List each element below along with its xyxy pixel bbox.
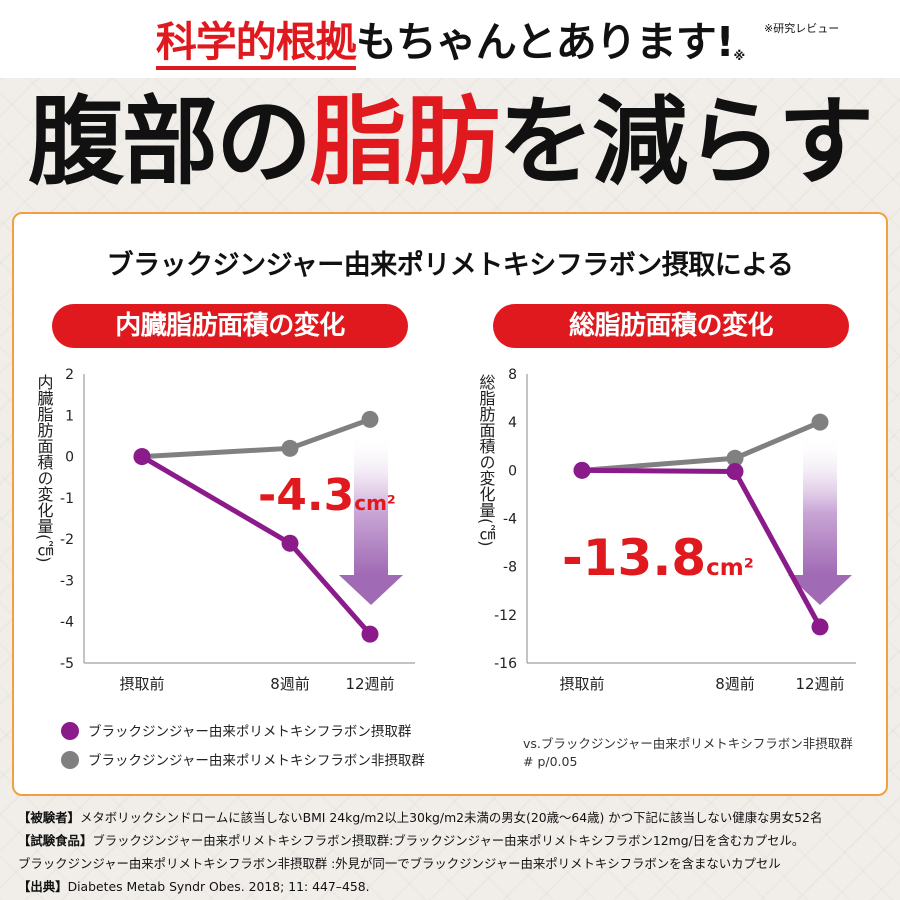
x-tick-label: 8週前 — [715, 675, 755, 693]
title-part1: 腹部の — [27, 85, 312, 198]
footer-source-tag: 【出典】 — [18, 879, 68, 894]
y-tick-label: -16 — [494, 656, 517, 672]
data-point-non-intake — [726, 449, 744, 467]
footer-notes: 【被験者】メタボリックシンドロームに該当しないBMI 24kg/m2以上30kg… — [18, 806, 888, 898]
down-arrow-shaft — [803, 435, 837, 575]
y-tick-label: -12 — [494, 608, 517, 624]
data-point-non-intake — [281, 439, 299, 457]
x-tick-label: 8週前 — [270, 675, 310, 693]
title-part2: 脂肪 — [309, 85, 500, 198]
data-point-intake — [361, 625, 379, 643]
y-tick-label: 0 — [508, 463, 517, 479]
plot-area — [527, 374, 856, 663]
headline: 科学的根拠もちゃんとあります!※ — [0, 8, 900, 70]
data-point-intake — [811, 618, 829, 636]
y-tick-label: -2 — [60, 532, 74, 548]
chart-title-visceral: 内臓脂肪面積の変化 — [52, 304, 408, 348]
y-axis-label: 内臓脂肪面積の変化量(㎠) — [35, 374, 54, 562]
title-part3: を減らす — [497, 85, 874, 198]
data-point-intake — [726, 463, 744, 481]
y-tick-label: 2 — [65, 367, 74, 383]
footer-source: 【出典】Diabetes Metab Syndr Obes. 2018; 11:… — [18, 875, 888, 898]
down-arrow-shaft — [354, 435, 388, 575]
footer-subjects-text: メタボリックシンドロームに該当しないBMI 24kg/m2以上30kg/m2未満… — [79, 810, 823, 825]
footer-food-text: ブラックジンジャー由来ポリメトキシフラボン摂取群:ブラックジンジャー由来ポリメト… — [92, 833, 805, 848]
y-tick-label: 0 — [65, 450, 74, 466]
y-axis-label: 総脂肪面積の変化量(㎠) — [477, 374, 496, 546]
y-tick-label: 8 — [508, 367, 517, 383]
top-banner — [0, 0, 900, 78]
legend-marker-non-intake — [61, 751, 79, 769]
headline-mark: ※ — [733, 49, 746, 63]
x-tick-label: 摂取前 — [559, 675, 604, 693]
y-tick-label: -8 — [503, 560, 517, 576]
y-tick-label: -4 — [60, 615, 74, 631]
footer-source-text: Diabetes Metab Syndr Obes. 2018; 11: 447… — [67, 879, 370, 894]
down-arrow-head — [339, 575, 403, 605]
footer-placebo: ブラックジンジャー由来ポリメトキシフラボン非摂取群 :外見が同一でブラックジンジ… — [18, 856, 781, 871]
main-title: 腹部の脂肪を減らす — [0, 82, 900, 202]
legend-label-intake: ブラックジンジャー由来ポリメトキシフラボン摂取群 — [88, 723, 412, 740]
significance-note: vs.ブラックジンジャー由来ポリメトキシフラボン非摂取群 — [523, 736, 853, 751]
footer-food: 【試験食品】ブラックジンジャー由来ポリメトキシフラボン摂取群:ブラックジンジャー… — [18, 829, 888, 852]
footer-subjects: 【被験者】メタボリックシンドロームに該当しないBMI 24kg/m2以上30kg… — [18, 806, 888, 829]
y-tick-label: 1 — [65, 408, 74, 424]
card-subtitle: ブラックジンジャー由来ポリメトキシフラボン摂取による — [106, 250, 794, 281]
data-point-non-intake — [361, 410, 379, 428]
legend-label-non-intake: ブラックジンジャー由来ポリメトキシフラボン非摂取群 — [88, 752, 425, 769]
headline-emphasis: 科学的根拠 — [155, 18, 357, 70]
legend-marker-intake — [61, 722, 79, 740]
reduction-unit: cm² — [354, 491, 395, 515]
y-tick-label: -4 — [503, 512, 517, 528]
y-tick-label: 4 — [508, 415, 517, 431]
down-arrow-head — [788, 575, 852, 605]
reduction-unit: cm² — [706, 555, 754, 581]
significance-pvalue: # p/0.05 — [523, 754, 577, 769]
chart-title-total: 総脂肪面積の変化 — [493, 304, 849, 348]
data-point-intake — [573, 461, 591, 479]
footer-food-tag: 【試験食品】 — [18, 833, 93, 848]
x-tick-label: 摂取前 — [119, 675, 164, 693]
footer-subjects-tag: 【被験者】 — [18, 810, 80, 825]
y-tick-label: -3 — [60, 573, 74, 589]
headline-rest: もちゃんとあります! — [355, 18, 735, 66]
data-point-non-intake — [811, 413, 829, 431]
y-tick-label: -1 — [60, 491, 74, 507]
data-point-intake — [281, 534, 299, 552]
data-point-intake — [133, 448, 151, 466]
x-tick-label: 12週前 — [345, 675, 394, 693]
x-tick-label: 12週前 — [795, 675, 844, 693]
review-note: ※研究レビュー — [764, 22, 840, 35]
y-tick-label: -5 — [60, 656, 74, 672]
